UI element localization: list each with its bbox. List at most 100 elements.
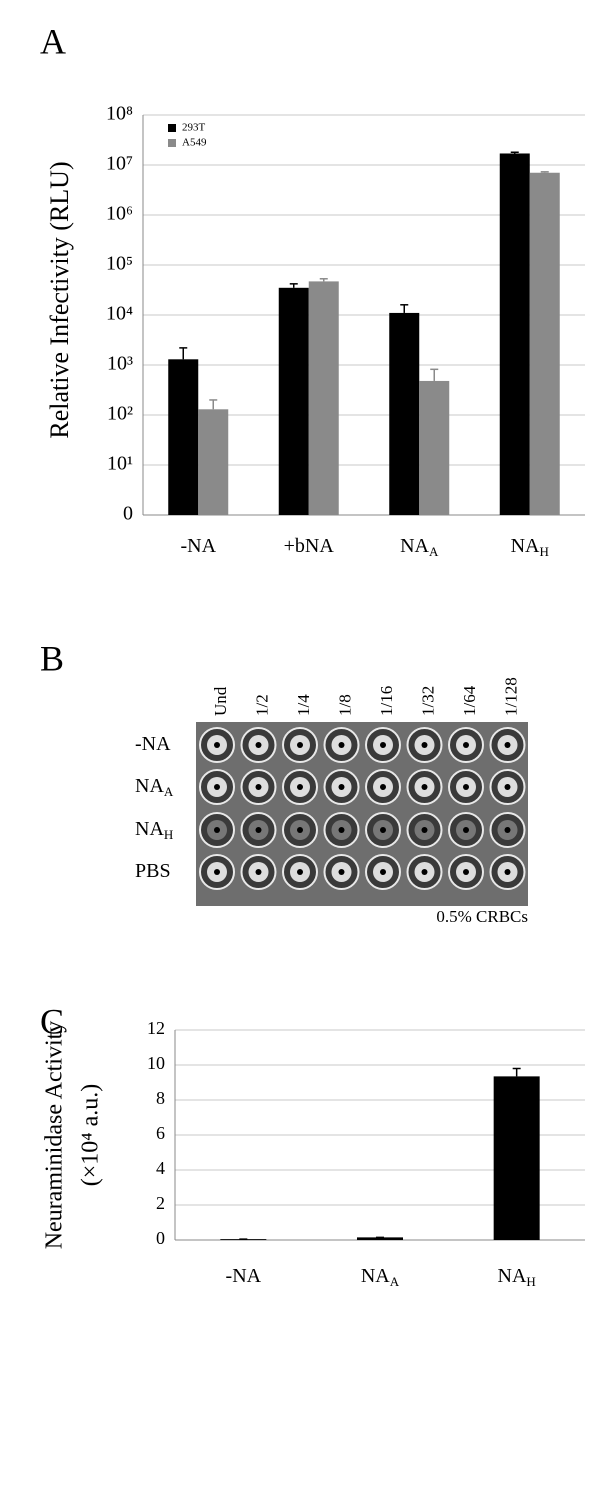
y-tick-label: 4 <box>156 1158 165 1178</box>
column-label: 1/4 <box>294 694 313 716</box>
well-dot <box>297 742 303 748</box>
bar <box>357 1237 403 1240</box>
well-dot <box>338 784 345 790</box>
well-dot <box>255 869 262 875</box>
label-sub: A <box>164 784 174 799</box>
label-text: NA <box>400 535 429 557</box>
label-sub: H <box>526 1274 535 1289</box>
label: -NA <box>180 535 216 557</box>
well-dot <box>380 742 386 748</box>
legend-swatch <box>168 124 176 132</box>
y-tick-label: 0 <box>156 1228 165 1248</box>
legend-label: A549 <box>182 137 207 149</box>
label: -NA <box>226 1265 262 1287</box>
well-dot <box>214 869 220 875</box>
well-dot <box>504 827 511 833</box>
y-tick-label: 10¹ <box>107 453 133 475</box>
well-dot <box>338 742 345 748</box>
label-text: -NA <box>226 1265 262 1287</box>
well-dot <box>504 784 511 790</box>
label-sub: A <box>390 1274 400 1289</box>
y-axis-label: Neuraminidase Activity <box>42 1021 68 1250</box>
label: NAA <box>400 535 439 559</box>
y-tick-label: 10 <box>147 1053 165 1073</box>
well-dot <box>214 784 220 790</box>
well-dot <box>380 827 386 833</box>
legend-label: 293T <box>182 122 206 134</box>
y-tick-label: 2 <box>156 1193 165 1213</box>
bar <box>499 153 530 516</box>
y-axis-label: (×10⁴ a.u.) <box>78 1084 104 1187</box>
label: -NA <box>135 733 171 755</box>
well-dot <box>463 827 469 833</box>
well-dot <box>255 827 262 833</box>
y-tick-label: 8 <box>156 1088 165 1108</box>
label-text: -NA <box>135 733 171 755</box>
panel-label: B <box>40 638 64 678</box>
legend-swatch <box>168 139 176 147</box>
well-dot <box>421 827 428 833</box>
label-text: NA <box>361 1265 390 1287</box>
column-label: 1/2 <box>252 694 271 716</box>
bar <box>278 287 309 515</box>
well-dot <box>463 784 469 790</box>
label-sub: H <box>164 827 173 842</box>
label-text: NA <box>135 775 164 797</box>
y-tick-label: 0 <box>123 503 133 525</box>
y-axis-label: Relative Infectivity (RLU) <box>45 161 74 438</box>
column-label: 1/128 <box>501 677 520 716</box>
label-text: PBS <box>135 860 171 882</box>
label-text: NA <box>498 1265 527 1287</box>
well-dot <box>338 827 345 833</box>
well-dot <box>380 784 386 790</box>
panel-label: C <box>40 1001 64 1041</box>
column-label: 1/16 <box>377 686 396 716</box>
y-tick-label: 10⁴ <box>106 303 133 325</box>
well-dot <box>421 869 428 875</box>
y-tick-label: 10² <box>107 403 133 425</box>
well-dot <box>421 784 428 790</box>
well-dot <box>297 827 303 833</box>
well-dot <box>463 742 469 748</box>
well-dot <box>463 869 469 875</box>
well-dot <box>338 869 345 875</box>
well-dot <box>504 869 511 875</box>
well-dot <box>504 742 511 748</box>
label: PBS <box>135 860 171 882</box>
column-label: Und <box>211 686 230 716</box>
bar <box>308 281 339 515</box>
y-tick-label: 6 <box>156 1123 165 1143</box>
label-sub: H <box>540 544 549 559</box>
y-tick-label: 10⁷ <box>106 153 133 175</box>
label-text: +bNA <box>284 535 335 557</box>
label: NAH <box>511 535 549 559</box>
well-dot <box>255 742 262 748</box>
y-tick-label: 10³ <box>107 353 133 375</box>
y-tick-label: 10⁸ <box>106 103 133 125</box>
well-dot <box>214 827 220 833</box>
label: +bNA <box>284 535 335 557</box>
label: NAH <box>498 1265 536 1289</box>
y-tick-label: 10⁵ <box>106 253 133 275</box>
label-sub: A <box>429 544 439 559</box>
label-text: NA <box>511 535 540 557</box>
panel-label: A <box>40 21 66 61</box>
well-dot <box>255 784 262 790</box>
well-dot <box>380 869 386 875</box>
well-dot <box>297 869 303 875</box>
label: NAH <box>135 818 173 842</box>
bar <box>529 172 560 515</box>
bar <box>419 380 450 515</box>
plate-note: 0.5% CRBCs <box>436 907 528 926</box>
bar <box>493 1076 540 1240</box>
label: NAA <box>135 775 174 799</box>
bar <box>198 409 229 515</box>
label-text: -NA <box>180 535 216 557</box>
bar <box>168 359 199 515</box>
well-dot <box>297 784 303 790</box>
bar <box>389 312 420 515</box>
y-tick-label: 10⁶ <box>106 203 133 225</box>
wells <box>199 727 526 890</box>
y-tick-label: 12 <box>147 1018 165 1038</box>
well-dot <box>214 742 220 748</box>
